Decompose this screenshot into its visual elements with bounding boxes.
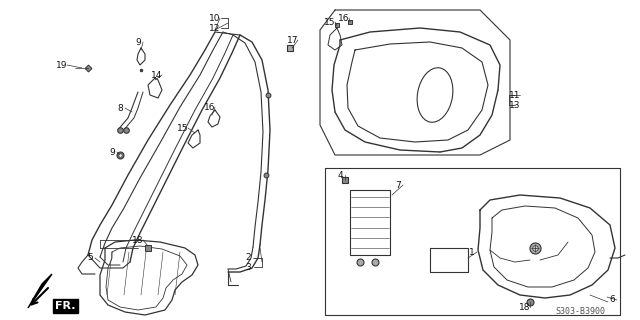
Text: 13: 13 [509, 100, 521, 109]
Text: 18: 18 [519, 302, 531, 311]
Text: 9: 9 [135, 37, 141, 46]
Text: 11: 11 [509, 91, 521, 100]
Text: 4: 4 [337, 171, 343, 180]
Text: 2: 2 [245, 253, 251, 262]
Text: 16: 16 [204, 102, 216, 111]
Text: 14: 14 [151, 70, 163, 79]
Text: 7: 7 [395, 180, 401, 189]
Text: 9: 9 [109, 148, 115, 156]
Text: 19: 19 [56, 60, 68, 69]
Text: 18: 18 [132, 236, 144, 244]
Text: S303-B3900: S303-B3900 [555, 308, 605, 316]
Text: 17: 17 [287, 36, 299, 44]
Text: 1: 1 [469, 247, 475, 257]
Text: 5: 5 [87, 253, 93, 262]
Text: FR.: FR. [55, 301, 76, 311]
Text: 3: 3 [245, 262, 251, 271]
Text: 10: 10 [209, 13, 221, 22]
Text: 16: 16 [339, 13, 349, 22]
Polygon shape [28, 274, 52, 308]
Text: 15: 15 [177, 124, 189, 132]
Text: 15: 15 [324, 18, 336, 27]
Text: 6: 6 [609, 295, 615, 305]
Text: 12: 12 [209, 23, 221, 33]
Text: 8: 8 [117, 103, 123, 113]
